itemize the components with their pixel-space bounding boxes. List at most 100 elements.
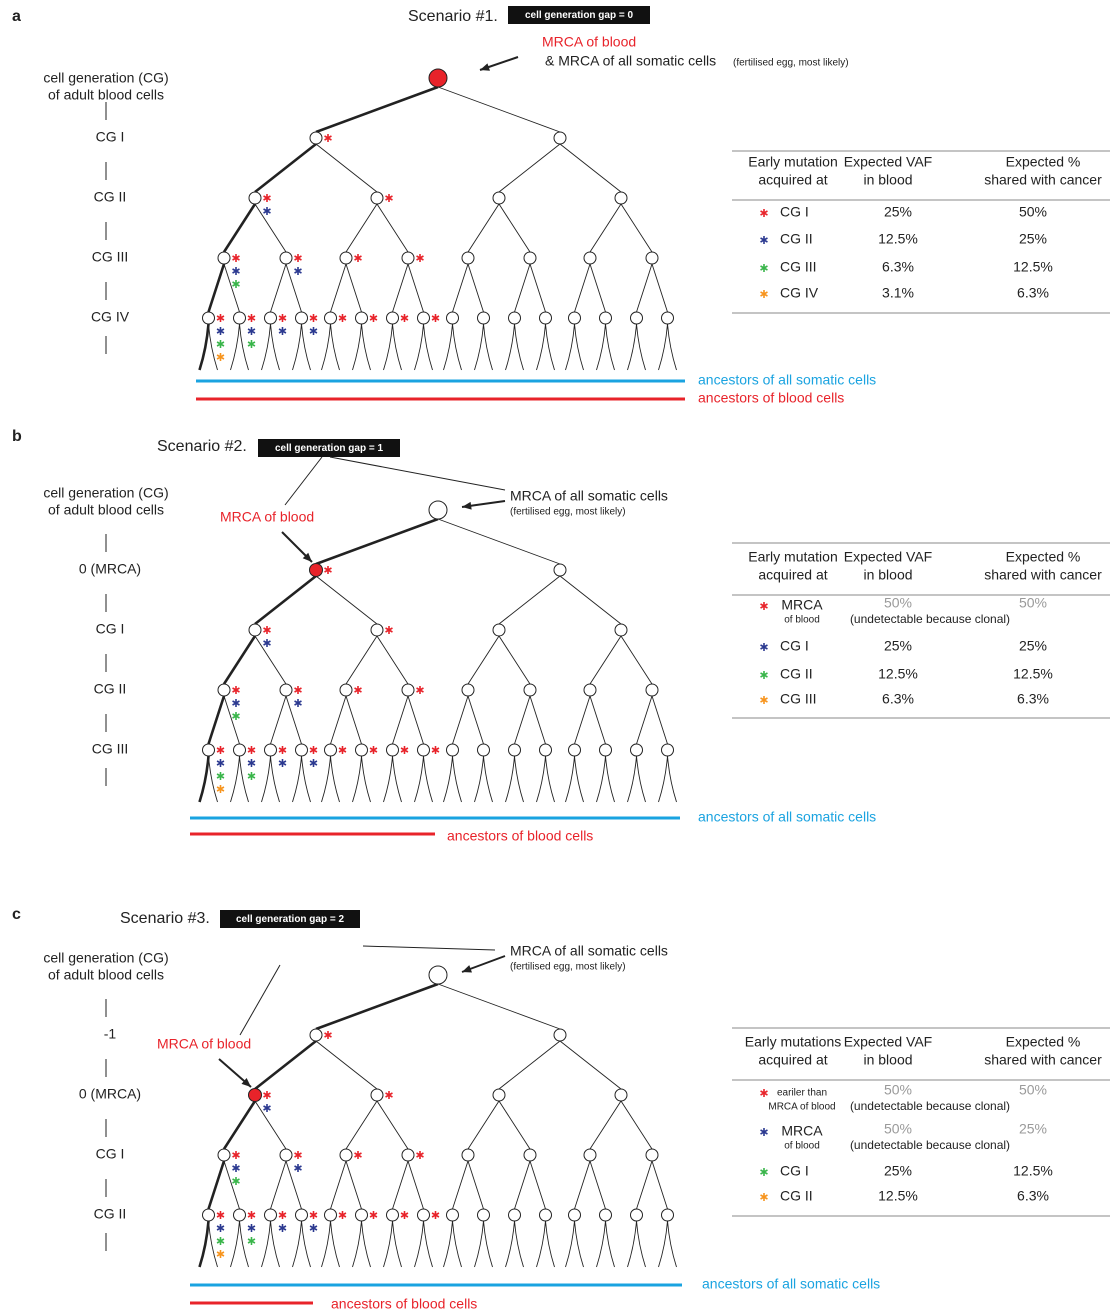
row-label: CG I bbox=[780, 204, 809, 220]
leaf-branch bbox=[514, 755, 524, 803]
leaf-branch bbox=[270, 323, 280, 371]
leaf-branch bbox=[392, 755, 402, 803]
leaf-branch bbox=[361, 1220, 371, 1268]
arrow-head bbox=[462, 501, 472, 510]
mutation-star bbox=[232, 1151, 240, 1159]
row-label: eariler than bbox=[777, 1088, 827, 1099]
arrow-head bbox=[302, 552, 312, 562]
leaf-branch bbox=[423, 755, 433, 803]
edge bbox=[498, 575, 561, 625]
edge bbox=[345, 635, 378, 685]
cell-node bbox=[508, 1208, 521, 1222]
panel-label: a bbox=[12, 8, 21, 25]
mrca-blood-label: MRCA of blood bbox=[542, 34, 636, 50]
leaf-branch bbox=[505, 323, 515, 371]
cell-node bbox=[428, 965, 448, 985]
leaf-branch bbox=[545, 1220, 555, 1268]
mutation-star bbox=[216, 327, 225, 335]
edge bbox=[285, 263, 302, 313]
cell-node bbox=[523, 251, 537, 265]
mutation-star bbox=[232, 280, 240, 288]
cell-node bbox=[599, 743, 612, 757]
table-header: Expected VAF bbox=[844, 154, 932, 170]
cell-node bbox=[417, 311, 430, 325]
leaf-branch bbox=[352, 755, 362, 803]
cell-node bbox=[248, 1088, 262, 1102]
leaf-branch bbox=[667, 1220, 677, 1268]
mutation-star bbox=[278, 1224, 287, 1232]
vaf-value: 6.3% bbox=[882, 691, 914, 707]
cell-node bbox=[202, 311, 215, 325]
mutation-star bbox=[263, 639, 271, 647]
leaf-branch bbox=[596, 755, 606, 803]
mrca-somatic-label: & MRCA of all somatic cells bbox=[545, 53, 716, 69]
cell-node bbox=[553, 1028, 567, 1042]
mutation-star bbox=[216, 746, 225, 754]
arrow-head bbox=[241, 1078, 251, 1087]
mutation-star bbox=[760, 290, 768, 298]
mrca-somatic-label: MRCA of all somatic cells bbox=[510, 943, 668, 959]
shared-value: 50% bbox=[1019, 595, 1047, 611]
cell-node bbox=[264, 311, 277, 325]
edge bbox=[254, 142, 317, 194]
leaf-branch bbox=[636, 1220, 646, 1268]
edge bbox=[392, 1160, 409, 1210]
cell-node bbox=[492, 1088, 506, 1102]
edge bbox=[467, 1100, 500, 1150]
somatic-line-label: ancestors of all somatic cells bbox=[698, 372, 876, 388]
leaf-branch bbox=[230, 1220, 240, 1268]
mutation-star bbox=[416, 254, 424, 262]
cell-node bbox=[339, 1148, 353, 1162]
shared-value: 12.5% bbox=[1013, 259, 1053, 275]
mutation-star bbox=[247, 1237, 256, 1245]
row-note: (undetectable because clonal) bbox=[850, 1099, 1010, 1113]
mutation-star bbox=[232, 254, 240, 262]
vaf-value: 25% bbox=[884, 638, 912, 654]
cell-node bbox=[324, 311, 337, 325]
badge-box bbox=[508, 6, 650, 24]
mutation-star bbox=[338, 1211, 347, 1219]
blood-line-label: ancestors of blood cells bbox=[331, 1296, 477, 1312]
mutation-star bbox=[216, 314, 225, 322]
cg-level: CG II bbox=[94, 681, 127, 697]
leaf-branch bbox=[505, 755, 515, 803]
mutation-star bbox=[338, 314, 347, 322]
cell-node bbox=[295, 1208, 308, 1222]
cell-node bbox=[202, 743, 215, 757]
cg-level: CG I bbox=[96, 1146, 125, 1162]
mutation-star bbox=[216, 785, 225, 793]
table-header: Expected VAF bbox=[844, 549, 932, 565]
cell-node bbox=[355, 1208, 368, 1222]
cell-node bbox=[217, 1148, 231, 1162]
cell-node bbox=[583, 251, 597, 265]
cell-node bbox=[355, 743, 368, 757]
shared-value: 50% bbox=[1019, 204, 1047, 220]
edge bbox=[498, 143, 561, 193]
leaf-branch bbox=[565, 1220, 575, 1268]
mutation-star bbox=[216, 759, 225, 767]
mutation-star bbox=[760, 1128, 768, 1136]
cell-node bbox=[279, 251, 293, 265]
mutation-star bbox=[324, 134, 332, 142]
mutation-star bbox=[278, 759, 287, 767]
shared-value: 6.3% bbox=[1017, 691, 1049, 707]
mutation-star bbox=[354, 1151, 362, 1159]
cell-node bbox=[645, 251, 659, 265]
arrow-head bbox=[462, 965, 472, 973]
mutation-star bbox=[760, 236, 768, 244]
leaf-branch bbox=[636, 323, 646, 371]
mutation-star bbox=[216, 772, 225, 780]
leaf-branch bbox=[383, 755, 393, 803]
cell-node bbox=[295, 311, 308, 325]
cell-node bbox=[614, 191, 628, 205]
mutation-star bbox=[232, 686, 240, 694]
cell-node bbox=[401, 683, 415, 697]
cell-node bbox=[568, 311, 581, 325]
leaf-branch bbox=[483, 1220, 493, 1268]
table-header: Early mutation bbox=[748, 549, 837, 565]
cell-node bbox=[461, 251, 475, 265]
leaf-branch bbox=[514, 1220, 524, 1268]
cell-node bbox=[295, 743, 308, 757]
cell-node bbox=[461, 683, 475, 697]
leaf-branch bbox=[483, 323, 493, 371]
